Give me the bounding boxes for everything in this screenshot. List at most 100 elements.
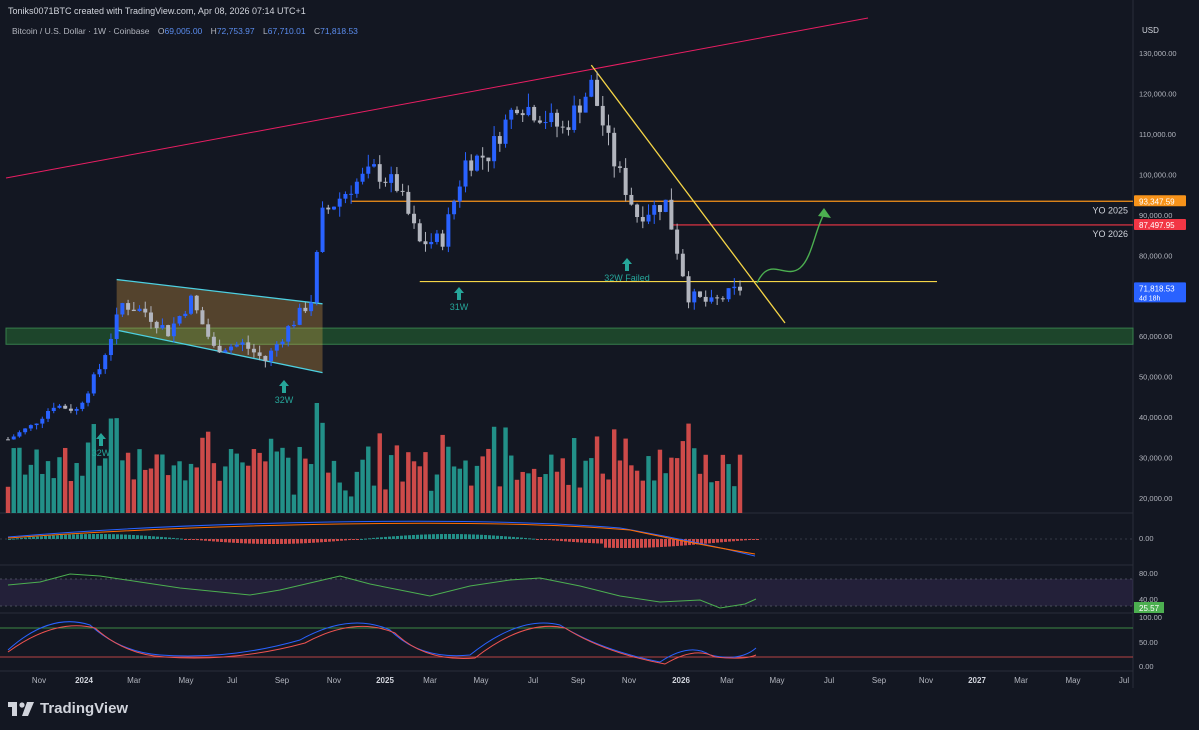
projection-path: [756, 213, 825, 284]
candle-body: [452, 201, 457, 215]
volume-bar: [686, 423, 691, 513]
volume-bar: [457, 468, 462, 513]
macd-bar: [264, 539, 267, 544]
volume-bar: [594, 436, 600, 513]
volume-bar: [143, 469, 148, 513]
candle-body: [492, 136, 497, 162]
volume-bar: [629, 465, 634, 513]
macd-bar: [24, 537, 27, 539]
volume-bar: [228, 449, 234, 513]
price-badge-label-0: 93,347.59: [1139, 197, 1175, 206]
volume-bar: [223, 466, 228, 513]
candle-body: [269, 350, 274, 362]
macd-bar: [344, 539, 347, 541]
macd-bar: [340, 539, 343, 541]
macd-bar: [640, 539, 643, 548]
candle-body: [372, 164, 377, 167]
arrow-31w-label: 31W: [450, 302, 469, 312]
macd-bar: [248, 539, 251, 544]
candle-body: [709, 297, 714, 302]
volume-bar: [612, 429, 617, 513]
volume-bar: [22, 474, 28, 513]
stoch-d-line: [7, 625, 757, 665]
macd-bar: [608, 539, 611, 548]
macd-bar: [388, 536, 391, 539]
macd-bar: [528, 538, 531, 540]
candle-body: [526, 106, 531, 116]
volume-bar: [697, 473, 703, 513]
price-tick-label: 110,000.00: [1139, 130, 1176, 139]
macd-bar: [732, 539, 735, 542]
macd-bar: [240, 539, 243, 544]
volume-bar: [577, 487, 583, 513]
macd-bar: [712, 539, 715, 543]
volume-bar: [343, 490, 348, 513]
macd-bar: [720, 539, 723, 543]
price-tick-label: 90,000.00: [1139, 211, 1172, 220]
macd-bar: [632, 539, 635, 548]
candle-body: [520, 113, 525, 116]
brand-name: TradingView: [40, 700, 129, 717]
macd-bar: [236, 539, 239, 544]
volume-bar: [68, 481, 74, 513]
macd-bar: [432, 534, 435, 539]
volume-bar: [429, 490, 434, 513]
candle-body: [360, 173, 365, 182]
volume-bar: [400, 481, 405, 513]
macd-bar: [308, 539, 311, 543]
volume-bar: [491, 426, 497, 513]
candle-body: [23, 428, 28, 433]
volume-bar: [737, 454, 743, 513]
macd-bar: [552, 539, 555, 541]
brand-logo[interactable]: TradingView: [8, 700, 128, 717]
volume-bar: [85, 442, 91, 513]
macd-histogram: [8, 534, 759, 548]
macd-bar: [80, 534, 83, 539]
price-axis-currency: USD: [1142, 26, 1159, 35]
candle-body: [383, 181, 388, 183]
rsi-value-badge-label: 25.57: [1139, 604, 1160, 613]
volume-bar: [560, 458, 565, 513]
candle-body: [211, 336, 216, 346]
candle-body: [40, 418, 45, 424]
candle-body: [143, 308, 148, 313]
time-axis-label: Jul: [227, 676, 237, 685]
time-axis-label: 2025: [376, 676, 394, 685]
macd-bar: [52, 535, 55, 539]
time-axis-label: May: [769, 676, 784, 685]
volume-bar: [469, 485, 474, 513]
candle-body: [394, 174, 399, 191]
candle-body: [68, 408, 73, 411]
candle-body: [675, 229, 680, 254]
volume-bar: [286, 457, 291, 513]
macd-bar: [748, 539, 751, 540]
macd-bar: [624, 539, 627, 548]
volume-bars: [5, 403, 743, 513]
macd-bar: [168, 537, 171, 539]
volume-bar: [62, 447, 68, 513]
volume-bar: [331, 460, 337, 513]
macd-bar: [324, 539, 327, 542]
candle-body: [51, 407, 56, 411]
volume-bar: [451, 466, 457, 513]
volume-bar: [554, 471, 560, 513]
candle-body: [652, 205, 657, 215]
macd-bar: [648, 539, 651, 548]
candle-body: [160, 325, 165, 329]
author-line: Toniks0071BTC created with TradingView.c…: [8, 6, 306, 16]
macd-bar: [428, 534, 431, 539]
price-badge-countdown: 4d 18h: [1139, 295, 1161, 302]
time-axis-label: Nov: [622, 676, 636, 685]
volume-bar: [320, 422, 325, 513]
time-axis-label: Nov: [32, 676, 46, 685]
price-tick-label: 30,000.00: [1139, 454, 1172, 463]
volume-bar: [440, 434, 445, 513]
time-axis-label: May: [1065, 676, 1080, 685]
time-axis-label: Mar: [423, 676, 437, 685]
candle-body: [354, 181, 359, 194]
macd-bar: [480, 534, 483, 539]
macd-bar: [12, 538, 15, 540]
macd-line: [7, 520, 756, 557]
macd-bar: [256, 539, 259, 544]
